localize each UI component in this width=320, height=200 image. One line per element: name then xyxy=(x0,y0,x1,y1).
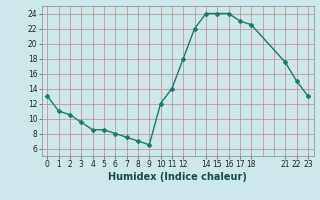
X-axis label: Humidex (Indice chaleur): Humidex (Indice chaleur) xyxy=(108,172,247,182)
